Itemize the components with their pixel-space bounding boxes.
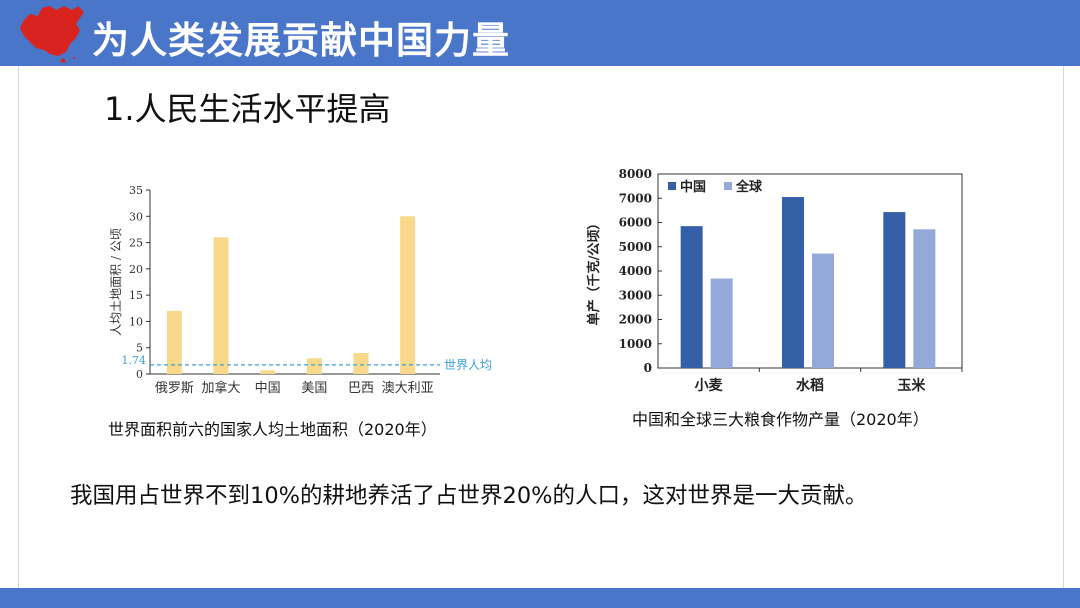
x-tick-label: 玉米 — [897, 377, 926, 394]
y-tick-label: 20 — [129, 263, 143, 276]
page-title: 为人类发展贡献中国力量 — [92, 19, 510, 62]
y-tick-label: 6000 — [619, 216, 652, 230]
y-tick-label: 25 — [129, 237, 143, 250]
y-tick-label: 3000 — [619, 288, 652, 302]
y-axis-label: 单产（千克/公顷） — [586, 217, 602, 326]
y-tick-label: 5000 — [619, 240, 652, 254]
bar-加拿大 — [213, 237, 229, 374]
legend-swatch — [724, 182, 732, 190]
china-map-icon — [20, 6, 84, 63]
x-tick-label: 中国 — [255, 381, 281, 396]
world-average-label: 世界人均 — [444, 358, 492, 372]
bar-水稻-全球 — [812, 253, 834, 368]
world-average-value: 1.74 — [122, 354, 147, 367]
bar-美国 — [306, 358, 322, 374]
x-tick-label: 巴西 — [348, 381, 374, 396]
y-tick-label: 1000 — [619, 337, 652, 351]
grain-yield-chart: 0 1000 2000 3000 4000 5000 6000 7000 8000 单产（千克/公… — [586, 167, 963, 394]
y-tick-label: 7000 — [619, 191, 652, 205]
bar-玉米-中国 — [883, 212, 906, 368]
legend-swatch — [668, 182, 676, 190]
y-axis-label: 人均土地面积 / 公顷 — [109, 228, 123, 336]
y-tick-label: 0 — [136, 368, 143, 381]
y-tick-label: 15 — [129, 289, 143, 302]
bar-小麦-中国 — [680, 226, 703, 368]
x-tick-label: 小麦 — [695, 377, 724, 394]
y-tick-label: 5 — [136, 342, 143, 355]
x-tick-label: 澳大利亚 — [382, 380, 434, 396]
bar-俄罗斯 — [166, 310, 182, 374]
bar-水稻-中国 — [782, 197, 804, 368]
y-tick-label: 2000 — [619, 313, 652, 327]
grain-chart-caption: 中国和全球三大粮食作物产量（2020年） — [632, 410, 929, 429]
bar-玉米-全球 — [913, 229, 936, 368]
y-tick-label: 4000 — [619, 264, 652, 278]
land-chart-caption: 世界面积前六的国家人均土地面积（2020年） — [108, 420, 437, 439]
bar-小麦-全球 — [710, 278, 733, 368]
bar-澳大利亚 — [400, 216, 416, 374]
y-tick-label: 8000 — [619, 167, 652, 181]
bar-巴西 — [353, 352, 369, 374]
legend-label: 中国 — [680, 179, 706, 195]
legend-label: 全球 — [735, 179, 763, 195]
x-tick-label: 美国 — [301, 381, 327, 396]
x-tick-label: 加拿大 — [201, 380, 240, 396]
footer-bar — [0, 588, 1080, 608]
y-tick-label: 10 — [129, 315, 143, 328]
header-bar — [0, 0, 1080, 66]
bar-中国 — [260, 370, 276, 374]
y-tick-label: 35 — [129, 184, 143, 197]
x-tick-label: 水稻 — [796, 377, 824, 394]
y-tick-label: 30 — [129, 210, 143, 223]
y-tick-label: 0 — [644, 361, 652, 375]
section-title: 1.人民生活水平提高 — [104, 90, 391, 128]
x-tick-label: 俄罗斯 — [155, 381, 194, 396]
body-text: 我国用占世界不到10%的耕地养活了占世界20%的人口，这对世界是一大贡献。 — [70, 483, 868, 509]
